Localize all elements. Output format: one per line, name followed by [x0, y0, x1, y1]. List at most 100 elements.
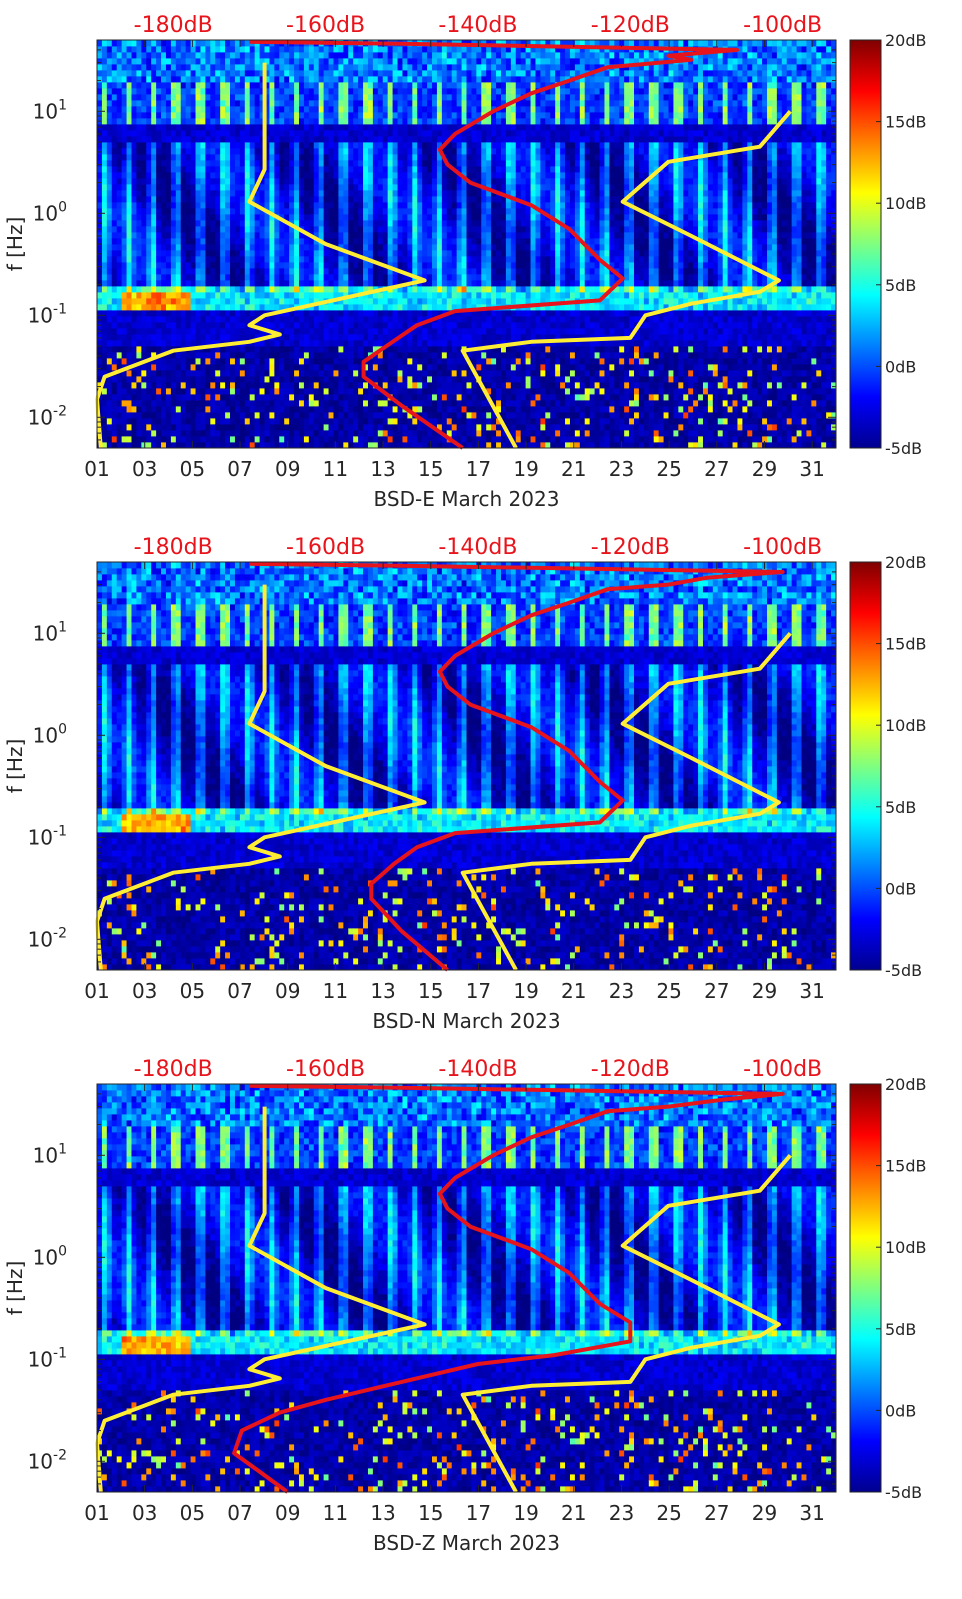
x-tick-label: 27: [704, 457, 729, 481]
x-tick-label: 05: [180, 457, 205, 481]
colorbar: 20dB 15dB 10dB 5dB 0dB -5dB: [849, 31, 927, 458]
x-tick-label: 17: [466, 457, 491, 481]
x-tick-label: 13: [370, 1501, 395, 1525]
curve-1: [95, 1106, 427, 1493]
x-tick-label: 07: [227, 979, 252, 1003]
colorbar-tick-label: 5dB: [885, 276, 916, 295]
top-axis-label: -100dB: [743, 1057, 822, 1082]
x-tick-label: 05: [180, 1501, 205, 1525]
panel-3: 01 03 05 07 09 11 13 15 17 19 21 23 25 27 29 31 10-2 10-1…: [3, 1057, 927, 1555]
y-tick-label: 10-2: [28, 403, 67, 429]
y-tick-label: 10-1: [28, 823, 67, 849]
x-tick-label: 21: [561, 457, 586, 481]
x-tick-label: 11: [323, 457, 348, 481]
top-axis-label: -180dB: [134, 535, 213, 560]
x-tick-label: 13: [370, 457, 395, 481]
x-tick-label: 03: [132, 457, 157, 481]
top-axis-label: -120dB: [591, 535, 670, 560]
curve-1: [95, 62, 427, 449]
x-tick-label: 05: [180, 979, 205, 1003]
curve-3: [232, 1083, 785, 1494]
x-tick-label: 03: [132, 1501, 157, 1525]
top-axis-label: -180dB: [134, 13, 213, 38]
x-tick-label: 09: [275, 1501, 300, 1525]
x-tick-label: 01: [84, 457, 109, 481]
colorbar-tick-label: 20dB: [885, 31, 927, 50]
top-axis-label: -160dB: [286, 535, 365, 560]
curve-3: [249, 39, 739, 450]
x-tick-label: 25: [656, 457, 681, 481]
x-tick-label: 29: [752, 979, 777, 1003]
colorbar-tick-label: -5dB: [885, 1483, 922, 1502]
colorbar-tick-label: 20dB: [885, 1075, 927, 1094]
x-tick-label: 29: [752, 1501, 777, 1525]
x-tick-label: 15: [418, 979, 443, 1003]
x-tick-label: 25: [656, 979, 681, 1003]
colorbar-tick-label: 15dB: [885, 113, 927, 132]
y-axis-label: f [Hz]: [3, 1261, 27, 1316]
colorbar-tick-label: 0dB: [885, 879, 916, 898]
x-tick-label: 11: [323, 1501, 348, 1525]
heatmap-cells: [97, 562, 837, 971]
colorbar-tick-label: -5dB: [885, 439, 922, 458]
colorbar-gradient: [849, 561, 882, 971]
y-tick-label: 10-2: [28, 925, 67, 951]
x-tick-label: 29: [752, 457, 777, 481]
colorbar-tick-label: 10dB: [885, 716, 927, 735]
colorbar-tick-label: -5dB: [885, 961, 922, 980]
x-tick-label: 27: [704, 979, 729, 1003]
x-axis-label: BSD-E March 2023: [374, 487, 560, 511]
top-axis-label: -100dB: [743, 535, 822, 560]
y-axis-label: f [Hz]: [3, 217, 27, 272]
top-axis-label: -140dB: [438, 535, 517, 560]
y-tick-label: 100: [33, 1243, 67, 1269]
top-axis-label: -120dB: [591, 13, 670, 38]
colorbar: 20dB 15dB 10dB 5dB 0dB -5dB: [849, 1075, 927, 1502]
colorbar-tick-label: 0dB: [885, 1401, 916, 1420]
x-tick-label: 23: [609, 1501, 634, 1525]
x-tick-label: 19: [513, 1501, 538, 1525]
colorbar-gradient: [849, 1083, 882, 1493]
y-axis-label: f [Hz]: [3, 739, 27, 794]
top-axis-label: -140dB: [438, 13, 517, 38]
colorbar-gradient: [849, 39, 882, 449]
panel-1: 01 03 05 07 09 11 13 15 17 19 21 23 25 27 29 31 10-2 10-1…: [3, 13, 927, 511]
top-axis-label: -140dB: [438, 1057, 517, 1082]
curve-2: [460, 631, 792, 971]
x-axis-label: BSD-Z March 2023: [373, 1531, 560, 1555]
x-tick-label: 01: [84, 979, 109, 1003]
colorbar-tick-label: 5dB: [885, 1320, 916, 1339]
top-axis-label: -160dB: [286, 13, 365, 38]
colorbar-tick-label: 5dB: [885, 798, 916, 817]
y-tick-label: 10-2: [28, 1447, 67, 1473]
y-tick-label: 101: [33, 619, 67, 645]
top-axis-label: -120dB: [591, 1057, 670, 1082]
colorbar-tick-label: 15dB: [885, 635, 927, 654]
x-tick-label: 15: [418, 1501, 443, 1525]
x-tick-label: 27: [704, 1501, 729, 1525]
colorbar: 20dB 15dB 10dB 5dB 0dB -5dB: [849, 553, 927, 980]
curve-2: [460, 1153, 792, 1493]
y-tick-label: 101: [33, 97, 67, 123]
y-tick-label: 100: [33, 199, 67, 225]
heatmap-cells: [97, 40, 837, 449]
curve-2: [460, 109, 792, 449]
x-tick-label: 31: [799, 1501, 824, 1525]
colorbar-tick-label: 10dB: [885, 1238, 927, 1257]
colorbar-tick-label: 20dB: [885, 553, 927, 572]
heatmap-cells: [97, 1084, 837, 1493]
y-tick-label: 10-1: [28, 1345, 67, 1371]
x-tick-label: 31: [799, 457, 824, 481]
x-tick-label: 19: [513, 457, 538, 481]
x-tick-label: 23: [609, 457, 634, 481]
y-tick-label: 10-1: [28, 301, 67, 327]
x-tick-label: 23: [609, 979, 634, 1003]
x-tick-label: 25: [656, 1501, 681, 1525]
curve-3: [249, 561, 785, 972]
top-axis-label: -180dB: [134, 1057, 213, 1082]
x-tick-label: 21: [561, 1501, 586, 1525]
x-tick-label: 17: [466, 979, 491, 1003]
top-axis-label: -100dB: [743, 13, 822, 38]
x-tick-label: 07: [227, 457, 252, 481]
